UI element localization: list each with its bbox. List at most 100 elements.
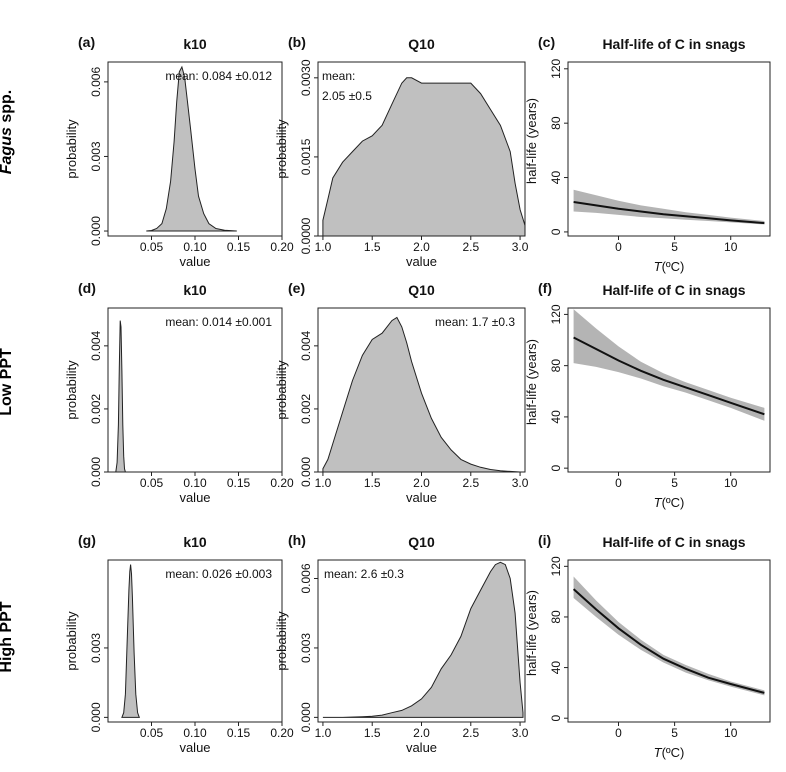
y-tick-label: 0 xyxy=(549,465,563,472)
x-tick-label: 5 xyxy=(671,726,678,740)
x-tick-label: 0.15 xyxy=(227,476,251,490)
density-area xyxy=(146,65,237,232)
x-tick-label: 1.5 xyxy=(364,476,381,490)
panel-label: (b) xyxy=(288,34,306,50)
y-tick-label: 0.004 xyxy=(89,331,103,361)
y-axis-label: probability xyxy=(64,611,79,671)
panel-d: 0.05 0.10 0.15 0.20 0.000 0.002 0.004 (d) k10 val… xyxy=(64,280,294,505)
panel-label: (g) xyxy=(78,532,96,548)
x-tick-label: 1.5 xyxy=(364,240,381,254)
panel-title: k10 xyxy=(183,534,207,550)
x-tick-label: 2.0 xyxy=(413,726,430,740)
panel-f: 0 5 10 0 40 80 120 (f) Half-life of C in snags T(… xyxy=(524,280,771,510)
x-axis-label: T(ºC) xyxy=(654,495,685,510)
panel-label: (h) xyxy=(288,532,306,548)
y-tick-label: 0 xyxy=(549,715,563,722)
x-tick-label: 0 xyxy=(615,476,622,490)
y-tick-label: 0.0000 xyxy=(299,217,313,254)
y-tick-label: 0.000 xyxy=(89,216,103,246)
plot-frame xyxy=(107,307,283,473)
y-tick-label: 0.000 xyxy=(299,457,313,487)
x-tick-label: 2.0 xyxy=(413,240,430,254)
y-axis-label: probability xyxy=(274,360,289,420)
panel-title: Half-life of C in snags xyxy=(602,534,745,550)
density-area xyxy=(322,77,526,237)
x-axis-label-italic: T xyxy=(654,259,663,274)
x-axis-label-unit: (ºC) xyxy=(662,259,685,274)
y-tick-label: 0.003 xyxy=(89,633,103,663)
x-axis-label-italic: T xyxy=(654,495,663,510)
x-tick-label: 0.10 xyxy=(183,726,207,740)
panel-h: 1.0 1.5 2.0 2.5 3.0 0.000 0.003 0.006 (h) Q10 valu… xyxy=(274,532,529,755)
y-tick-label: 80 xyxy=(549,359,563,373)
x-axis-label: value xyxy=(406,490,437,505)
panel-label: (e) xyxy=(288,280,305,296)
x-tick-label: 0.20 xyxy=(270,240,294,254)
mean-annotation: mean: xyxy=(322,69,355,83)
y-axis-label: probability xyxy=(64,360,79,420)
y-tick-label: 0.003 xyxy=(299,633,313,663)
x-axis-label: T(ºC) xyxy=(654,745,685,760)
x-tick-label: 10 xyxy=(724,726,738,740)
y-tick-label: 0.0030 xyxy=(299,59,313,96)
y-tick-label: 0.003 xyxy=(89,141,103,171)
x-tick-label: 0.05 xyxy=(140,726,164,740)
y-tick-label: 40 xyxy=(549,410,563,424)
y-tick-label: 0.004 xyxy=(299,331,313,361)
y-tick-label: 0.002 xyxy=(89,394,103,424)
x-axis-label-italic: T xyxy=(654,745,663,760)
x-tick-label: 1.0 xyxy=(315,476,332,490)
y-tick-label: 0.006 xyxy=(299,563,313,593)
panel-label: (i) xyxy=(538,532,551,548)
panel-i: 0 5 10 0 40 80 120 (i) Half-life of C in snags T(… xyxy=(524,532,771,760)
x-axis-label: value xyxy=(406,740,437,755)
panel-title: Half-life of C in snags xyxy=(602,282,745,298)
y-tick-label: 0 xyxy=(549,228,563,235)
y-tick-label: 0.000 xyxy=(89,457,103,487)
mean-annotation: 2.05 ±0.5 xyxy=(322,89,372,103)
y-tick-label: 80 xyxy=(549,610,563,624)
y-tick-label: 120 xyxy=(549,304,563,324)
x-tick-label: 0.20 xyxy=(270,726,294,740)
y-tick-label: 40 xyxy=(549,661,563,675)
x-tick-label: 3.0 xyxy=(512,476,529,490)
plot-frame xyxy=(567,307,771,473)
x-tick-label: 0.05 xyxy=(140,240,164,254)
x-tick-label: 0.10 xyxy=(183,240,207,254)
x-axis-label: value xyxy=(179,254,210,269)
y-tick-label: 120 xyxy=(549,58,563,78)
plot-frame xyxy=(567,559,771,723)
panel-label: (a) xyxy=(78,34,95,50)
mean-annotation: mean: 0.014 ±0.001 xyxy=(165,315,272,329)
x-tick-label: 0 xyxy=(615,726,622,740)
plot-frame xyxy=(567,61,771,237)
x-tick-label: 10 xyxy=(724,476,738,490)
x-tick-label: 0.05 xyxy=(140,476,164,490)
y-tick-label: 0.000 xyxy=(299,702,313,732)
x-tick-label: 5 xyxy=(671,240,678,254)
x-tick-label: 2.5 xyxy=(462,726,479,740)
x-tick-label: 3.0 xyxy=(512,726,529,740)
density-area xyxy=(322,316,521,473)
x-tick-label: 0.10 xyxy=(183,476,207,490)
x-tick-label: 2.5 xyxy=(462,476,479,490)
panel-e: 1.0 1.5 2.0 2.5 3.0 0.000 0.002 0.004 (e) Q10 valu… xyxy=(274,280,529,505)
panel-a: 0.05 0.10 0.15 0.20 0.000 0.003 0.006 (a) k10 val… xyxy=(64,34,294,269)
mean-annotation: mean: 1.7 ±0.3 xyxy=(435,315,515,329)
panel-c: 0 5 10 0 40 80 120 (c) Half-life of C in snags T(… xyxy=(524,34,771,274)
panel-title: k10 xyxy=(183,36,207,52)
x-tick-label: 0.20 xyxy=(270,476,294,490)
y-tick-label: 0.002 xyxy=(299,394,313,424)
x-tick-label: 1.0 xyxy=(315,240,332,254)
panel-g: 0.05 0.10 0.15 0.20 0.000 0.003 (g) k10 value pro… xyxy=(64,532,294,755)
panel-title: Q10 xyxy=(408,534,435,550)
x-tick-label: 0.15 xyxy=(227,726,251,740)
confidence-band xyxy=(573,576,765,696)
x-axis-label-unit: (ºC) xyxy=(662,495,685,510)
x-tick-label: 0.15 xyxy=(227,240,251,254)
mean-annotation: mean: 0.084 ±0.012 xyxy=(165,69,272,83)
y-axis-label: half-life (years) xyxy=(524,98,539,184)
density-area xyxy=(322,561,524,718)
